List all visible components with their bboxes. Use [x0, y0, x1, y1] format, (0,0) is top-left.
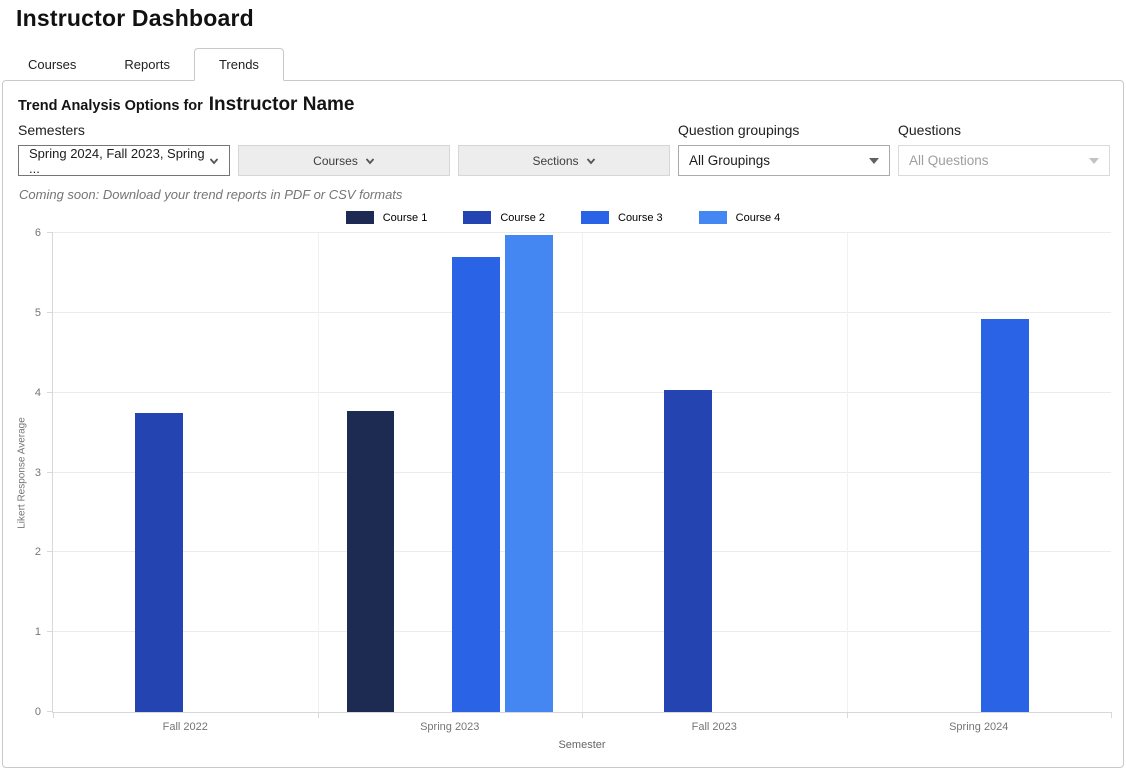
- y-tick-mark: [47, 471, 53, 473]
- vertical-gridline: [846, 233, 848, 712]
- caret-down-icon: [1089, 157, 1099, 164]
- coming-soon-note: Coming soon: Download your trend reports…: [19, 187, 403, 202]
- semesters-select[interactable]: Spring 2024, Fall 2023, Spring ...: [18, 145, 230, 176]
- bar-course-2-fall-2023: [663, 390, 712, 712]
- y-tick-label: 6: [34, 227, 41, 239]
- x-category-label: Spring 2024: [949, 721, 1009, 733]
- tab-bar: Courses Reports Trends: [4, 48, 1126, 81]
- y-tick-mark: [47, 631, 53, 633]
- x-tick-mark: [317, 712, 319, 718]
- y-tick-label: 3: [34, 466, 41, 479]
- chevron-down-icon: [586, 157, 595, 164]
- y-tick-label: 2: [34, 546, 41, 559]
- vertical-gridline: [317, 233, 319, 712]
- heading-prefix: Trend Analysis Options for: [18, 98, 203, 114]
- gridline: [53, 232, 1111, 233]
- trend-chart: Course 1 Course 2 Course 3 Course 4 Likert …: [3, 206, 1123, 764]
- x-tick-mark: [846, 712, 848, 718]
- plot-area: Likert Response Average Semester 0 1 2 3 4 5 6…: [17, 227, 1112, 751]
- filter-controls: Semesters Spring 2024, Fall 2023, Spring…: [18, 122, 1123, 176]
- tab-reports[interactable]: Reports: [124, 57, 170, 72]
- x-category-label: Fall 2023: [691, 721, 737, 733]
- chevron-down-icon: [365, 157, 375, 164]
- questions-label: Questions: [898, 122, 962, 138]
- page-title: Instructor Dashboard: [16, 5, 254, 31]
- bar-course-3-spring-2024: [981, 319, 1029, 712]
- y-tick-mark: [47, 311, 53, 313]
- legend-label: Course 1: [382, 211, 428, 224]
- legend-item-course-3: Course 3: [581, 211, 663, 224]
- legend-item-course-2: Course 2: [463, 211, 545, 224]
- chart-legend: Course 1 Course 2 Course 3 Course 4: [3, 211, 1123, 224]
- sections-button-label: Sections: [532, 153, 579, 168]
- questions-select: All Questions: [898, 145, 1110, 176]
- trends-panel: Trend Analysis Options for Instructor Na…: [2, 80, 1124, 768]
- x-axis-title: Semester: [558, 739, 606, 751]
- y-tick-mark: [47, 391, 53, 393]
- vertical-gridline: [582, 233, 583, 712]
- caret-down-icon: [869, 157, 879, 164]
- question-groupings-select[interactable]: All Groupings: [678, 145, 890, 176]
- question-groupings-label: Question groupings: [678, 122, 800, 138]
- legend-swatch: [463, 211, 492, 224]
- legend-label: Course 2: [500, 211, 545, 224]
- bar-course-1-spring-2023: [346, 411, 395, 712]
- question-groupings-value: All Groupings: [689, 153, 771, 168]
- tab-trends[interactable]: Trends: [193, 48, 284, 81]
- questions-value: All Questions: [909, 153, 989, 168]
- y-axis-title: Likert Response Average: [16, 416, 28, 529]
- legend-label: Course 3: [618, 211, 663, 224]
- sections-dropdown-button[interactable]: Sections: [458, 145, 670, 176]
- semesters-label: Semesters: [18, 122, 85, 138]
- legend-item-course-1: Course 1: [345, 211, 428, 224]
- y-tick-mark: [47, 551, 53, 553]
- x-category-label: Fall 2022: [162, 721, 208, 733]
- x-category-label: Spring 2023: [420, 721, 480, 733]
- legend-swatch: [698, 211, 727, 224]
- legend-swatch: [581, 211, 609, 224]
- legend-swatch: [345, 211, 374, 224]
- x-tick-mark: [1111, 712, 1112, 718]
- y-tick-label: 0: [34, 706, 41, 718]
- courses-dropdown-button[interactable]: Courses: [238, 145, 450, 176]
- bar-course-4-spring-2023: [505, 234, 553, 712]
- legend-label: Course 4: [735, 211, 781, 224]
- y-tick-label: 4: [34, 386, 41, 399]
- bar-course-2-fall-2022: [134, 413, 183, 712]
- x-tick-mark: [53, 712, 54, 718]
- chevron-down-icon: [209, 157, 219, 164]
- trend-options-heading: Trend Analysis Options for Instructor Na…: [18, 94, 1123, 116]
- y-tick-mark: [47, 711, 53, 712]
- bar-course-3-spring-2023: [452, 256, 500, 712]
- y-tick-mark: [47, 232, 53, 233]
- tab-courses[interactable]: Courses: [28, 57, 77, 72]
- instructor-name: Instructor Name: [208, 94, 355, 115]
- x-tick-mark: [582, 712, 583, 718]
- y-tick-label: 5: [34, 306, 41, 319]
- courses-button-label: Courses: [313, 153, 358, 168]
- legend-item-course-4: Course 4: [698, 211, 781, 224]
- semesters-select-value: Spring 2024, Fall 2023, Spring ...: [29, 145, 205, 176]
- y-tick-label: 1: [34, 626, 41, 639]
